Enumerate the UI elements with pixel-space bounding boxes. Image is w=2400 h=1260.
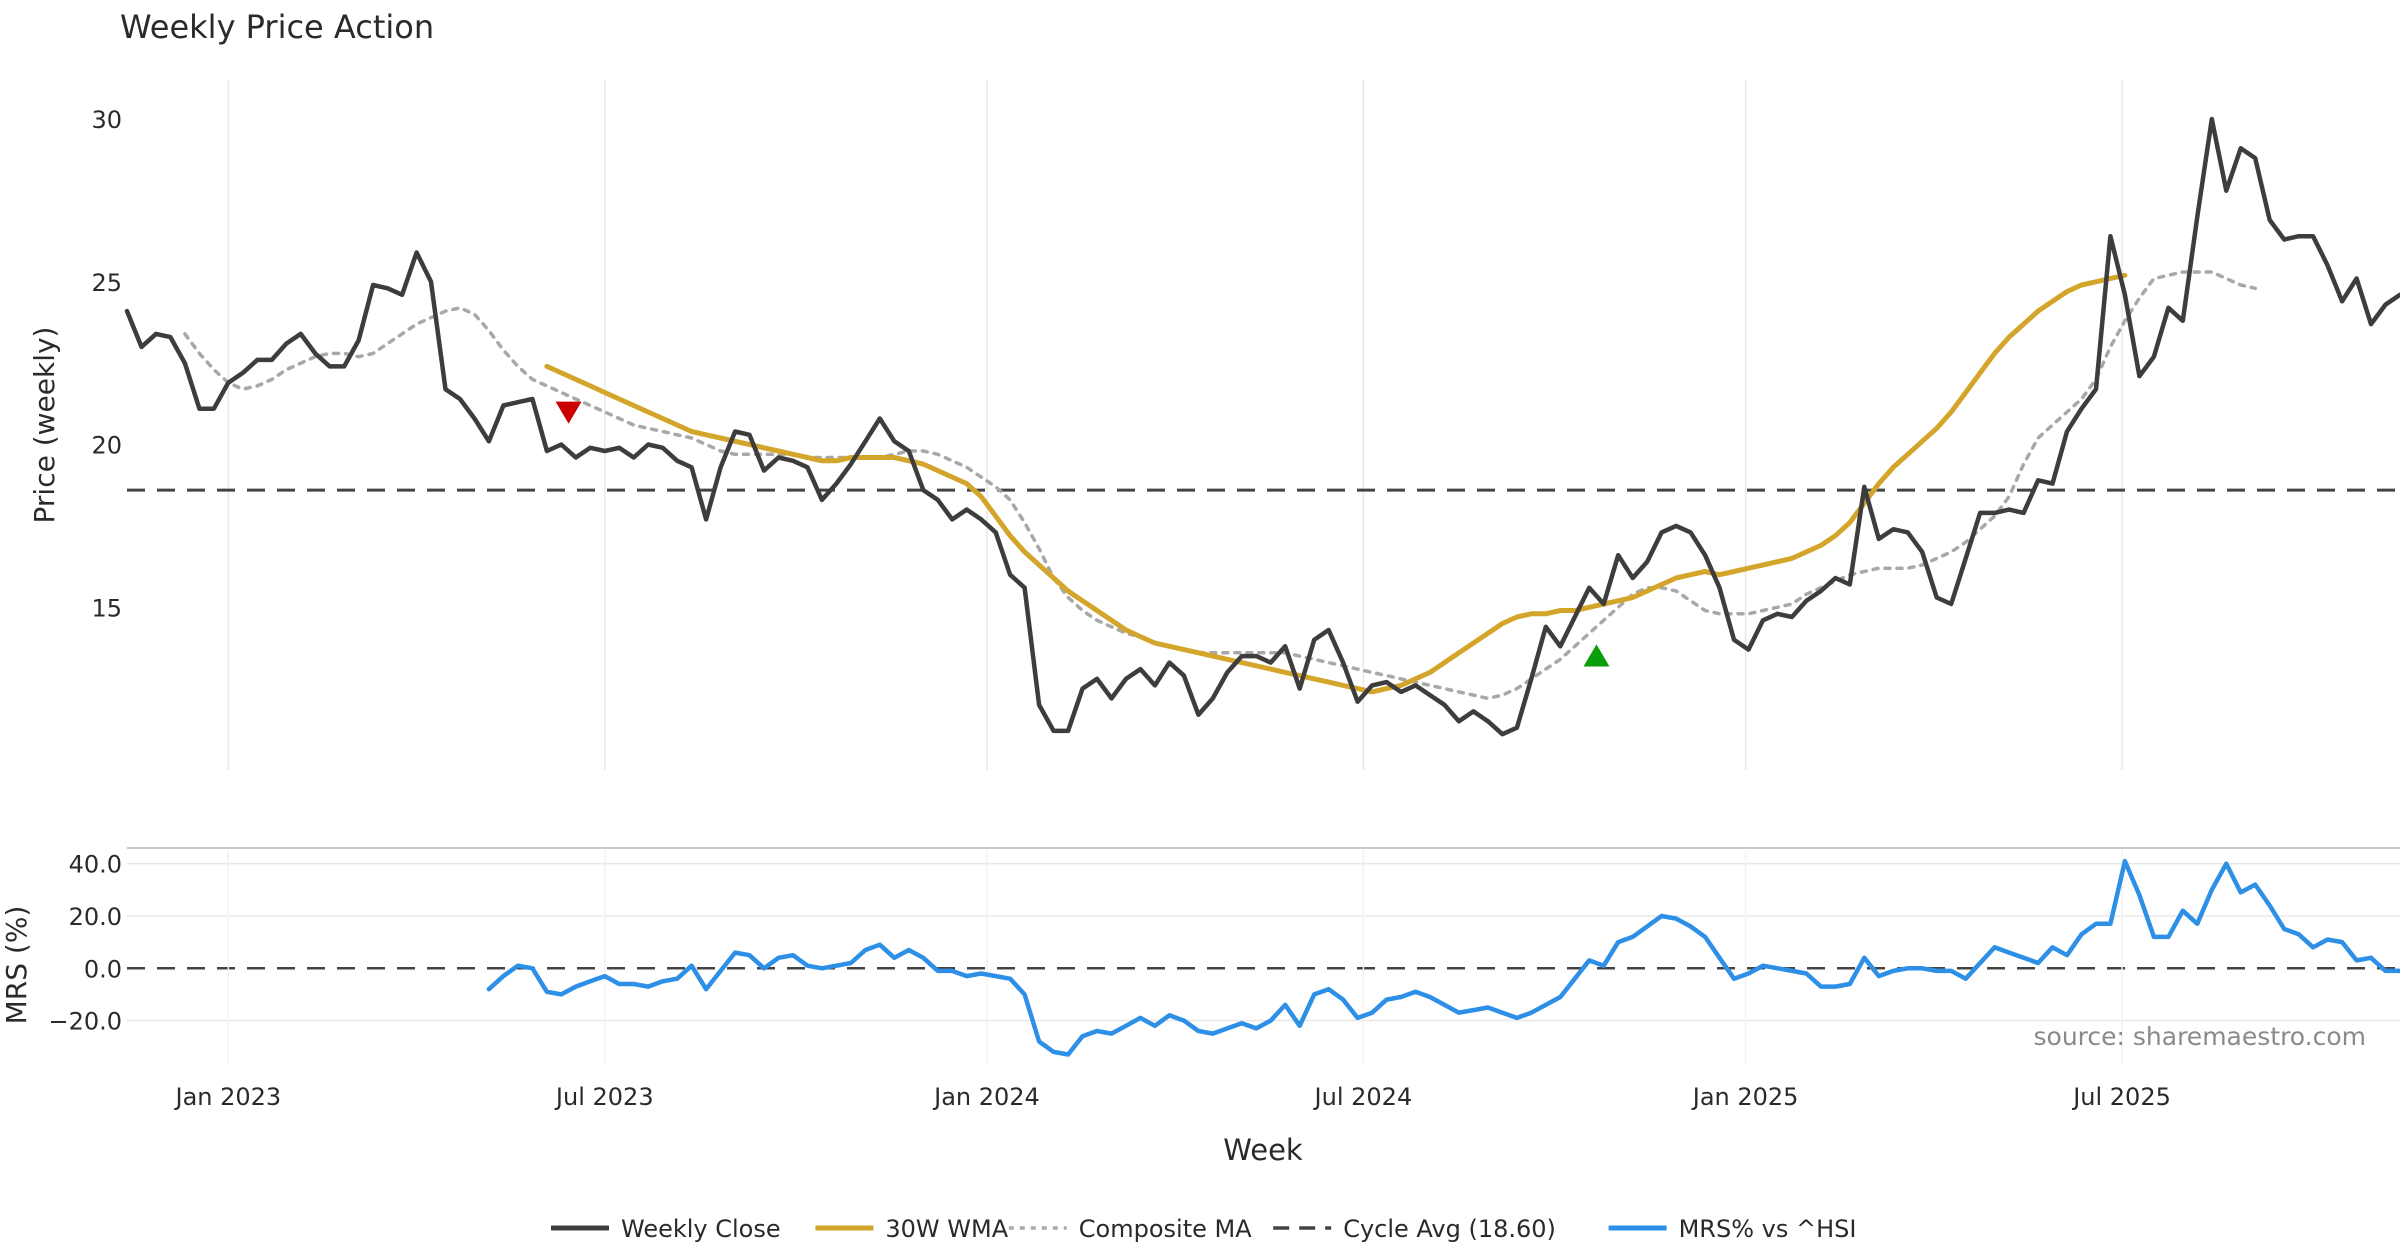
mrs-line bbox=[486, 858, 2400, 1057]
composite-ma-line bbox=[183, 270, 2257, 701]
price-series bbox=[124, 116, 2400, 737]
x-tick-label-0: Jan 2023 bbox=[173, 1083, 281, 1111]
mrs-y-axis-label: MRS (%) bbox=[0, 906, 33, 1025]
legend-label-2: Composite MA bbox=[1079, 1215, 1252, 1243]
legend-item-1: 30W WMA bbox=[815, 1215, 1009, 1243]
chart-title: Weekly Price Action bbox=[120, 8, 434, 46]
source-attribution: source: sharemaestro.com bbox=[2034, 1022, 2367, 1051]
buy-signal-marker bbox=[1583, 644, 1610, 667]
x-tick-label-5: Jul 2025 bbox=[2071, 1083, 2171, 1111]
x-axis-ticks: Jan 2023 Jul 2023 Jan 2024 Jul 2024 Jan 2025… bbox=[173, 1083, 2170, 1111]
price-y-tick-1: 20 bbox=[91, 432, 122, 460]
legend-item-0: Weekly Close bbox=[551, 1215, 781, 1243]
x-tick-label-3: Jul 2024 bbox=[1313, 1083, 1413, 1111]
legend-label-4: MRS% vs ^HSI bbox=[1679, 1215, 1857, 1243]
legend-label-0: Weekly Close bbox=[621, 1215, 781, 1243]
x-tick-label-4: Jan 2025 bbox=[1691, 1083, 1799, 1111]
price-panel: 15 20 25 30 Price (weekly) bbox=[28, 80, 2400, 770]
price-gridlines bbox=[227, 80, 2123, 770]
signal-markers bbox=[555, 401, 1610, 667]
mrs-series bbox=[486, 858, 2400, 1057]
legend-item-4: MRS% vs ^HSI bbox=[1608, 1215, 1857, 1243]
weekly-close-line bbox=[124, 116, 2400, 737]
mrs-gridlines bbox=[127, 850, 2400, 1065]
legend: Weekly Close 30W WMA Composite MA Cycle Avg… bbox=[551, 1215, 1856, 1243]
legend-label-1: 30W WMA bbox=[885, 1215, 1008, 1243]
legend-label-3: Cycle Avg (18.60) bbox=[1343, 1215, 1556, 1243]
price-y-axis-label: Price (weekly) bbox=[28, 327, 61, 524]
mrs-panel: 40.0 20.0 0.0 −20.0 MRS (%) source: sharema… bbox=[0, 847, 2400, 1065]
legend-item-2: Composite MA bbox=[1008, 1215, 1252, 1243]
mrs-y-tick-0: 40.0 bbox=[69, 851, 122, 879]
mrs-y-ticks: 40.0 20.0 0.0 −20.0 bbox=[48, 851, 122, 1036]
mrs-y-tick-3: −20.0 bbox=[48, 1008, 122, 1036]
mrs-y-tick-2: 0.0 bbox=[84, 955, 122, 983]
mrs-y-tick-1: 20.0 bbox=[69, 903, 122, 931]
sell-signal-marker bbox=[555, 401, 582, 424]
price-y-ticks: 15 20 25 30 bbox=[91, 106, 122, 622]
legend-item-3: Cycle Avg (18.60) bbox=[1273, 1215, 1556, 1243]
price-y-tick-0: 15 bbox=[91, 594, 122, 622]
x-tick-label-1: Jul 2023 bbox=[554, 1083, 654, 1111]
x-axis-label: Week bbox=[1223, 1133, 1303, 1167]
price-y-tick-3: 30 bbox=[91, 106, 122, 134]
x-tick-label-2: Jan 2024 bbox=[932, 1083, 1040, 1111]
price-y-tick-2: 25 bbox=[91, 269, 122, 297]
